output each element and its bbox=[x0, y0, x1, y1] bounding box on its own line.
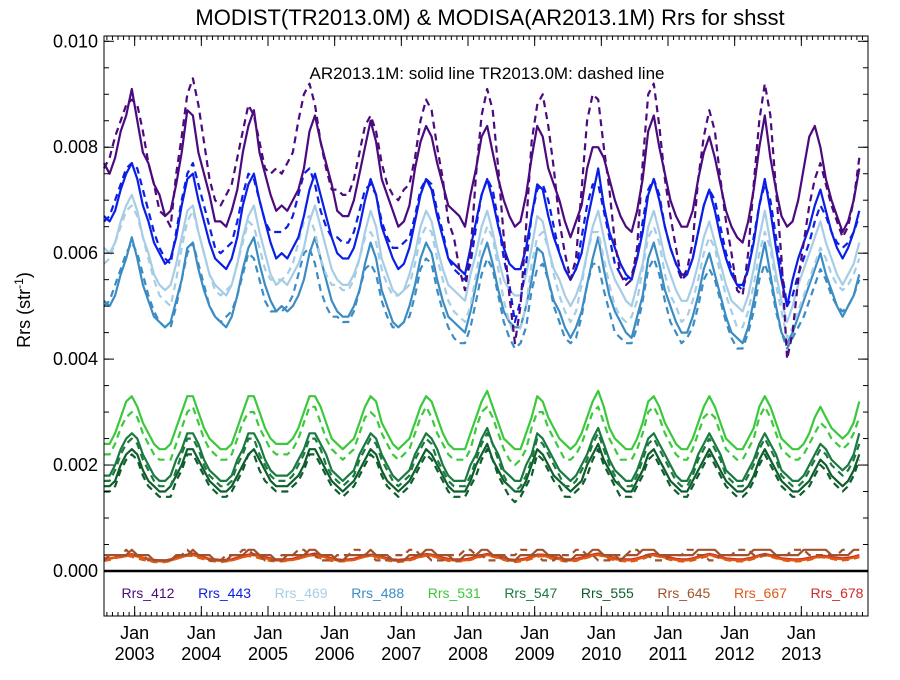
x-tick-label-month: Jan bbox=[187, 623, 216, 643]
legend: Rrs_412 Rrs_443 Rrs_469 Rrs_488 Rrs_531 Rrs_5… bbox=[122, 585, 864, 601]
x-tick-label-year: 2003 bbox=[115, 644, 155, 664]
y-tick-label: 0.000 bbox=[53, 561, 98, 581]
series-line-rrs-469-solid bbox=[103, 193, 861, 324]
y-axis: 0.000 0.002 0.004 0.006 0.008 0.010 bbox=[53, 31, 868, 581]
x-tick-label-month: Jan bbox=[787, 623, 816, 643]
x-tick-label-month: Jan bbox=[520, 623, 549, 643]
x-tick-label-month: Jan bbox=[720, 623, 749, 643]
x-tick-label-year: 2009 bbox=[515, 644, 555, 664]
y-tick-label: 0.002 bbox=[53, 455, 98, 475]
series-line-rrs-531-dashed bbox=[104, 405, 861, 467]
legend-entry-rrs-667: Rrs_667 bbox=[734, 585, 787, 601]
x-tick-label-year: 2007 bbox=[381, 644, 421, 664]
series-line-rrs-547-solid bbox=[104, 426, 861, 482]
x-tick-label-year: 2013 bbox=[781, 644, 821, 664]
x-tick-label-month: Jan bbox=[453, 623, 482, 643]
series-line-rrs-488-solid bbox=[103, 236, 861, 345]
y-axis-label-main: Rrs (str bbox=[14, 289, 34, 348]
series-line-rrs-555-solid bbox=[104, 442, 861, 493]
svg-text:Rrs (str-1): Rrs (str-1) bbox=[12, 272, 34, 348]
y-axis-label: Rrs (str-1) bbox=[12, 272, 34, 348]
series-line-rrs-488-dashed bbox=[103, 241, 861, 350]
y-tick-label: 0.006 bbox=[53, 243, 98, 263]
x-tick-label-year: 2006 bbox=[315, 644, 355, 664]
legend-entry-rrs-531: Rrs_531 bbox=[428, 585, 481, 601]
plot-frame bbox=[103, 35, 869, 617]
legend-entry-rrs-645: Rrs_645 bbox=[657, 585, 710, 601]
x-tick-label-year: 2005 bbox=[248, 644, 288, 664]
legend-entry-rrs-443: Rrs_443 bbox=[198, 585, 251, 601]
chart-title: MODIST(TR2013.0M) & MODISA(AR2013.1M) Rr… bbox=[195, 5, 784, 30]
y-axis-label-close: ) bbox=[14, 272, 34, 278]
legend-entry-rrs-678: Rrs_678 bbox=[811, 585, 864, 601]
y-tick-label: 0.004 bbox=[53, 349, 98, 369]
x-tick-label-year: 2004 bbox=[181, 644, 221, 664]
series-line-rrs-555-dashed bbox=[104, 448, 861, 504]
x-tick-label-year: 2011 bbox=[649, 644, 688, 664]
line-style-annotation: AR2013.1M: solid line TR2013.0M: dashed … bbox=[309, 64, 664, 83]
series-line-rrs-645-solid bbox=[104, 548, 860, 562]
series-line-rrs-412-solid bbox=[103, 87, 861, 244]
y-tick-label: 0.010 bbox=[53, 31, 98, 51]
legend-entry-rrs-488: Rrs_488 bbox=[351, 585, 404, 601]
x-tick-label-month: Jan bbox=[387, 623, 416, 643]
x-tick-label-year: 2012 bbox=[715, 644, 755, 664]
y-tick-label: 0.008 bbox=[53, 137, 98, 157]
legend-entry-rrs-469: Rrs_469 bbox=[275, 585, 328, 601]
x-tick-label-month: Jan bbox=[253, 623, 282, 643]
legend-entry-rrs-412: Rrs_412 bbox=[122, 585, 175, 601]
plot-lines bbox=[103, 77, 868, 573]
x-tick-label-month: Jan bbox=[120, 623, 149, 643]
series-line-rrs-547-dashed bbox=[104, 432, 861, 493]
x-tick-label-month: Jan bbox=[653, 623, 682, 643]
legend-entry-rrs-547: Rrs_547 bbox=[504, 585, 557, 601]
y-axis-label-superscript: -1 bbox=[12, 278, 26, 289]
x-tick-label-year: 2010 bbox=[581, 644, 621, 664]
x-tick-label-month: Jan bbox=[320, 623, 349, 643]
x-tick-label-month: Jan bbox=[587, 623, 616, 643]
series-line-rrs-443-solid bbox=[103, 162, 861, 308]
series-line-rrs-412-dashed bbox=[103, 77, 861, 361]
x-tick-label-year: 2008 bbox=[448, 644, 488, 664]
legend-entry-rrs-555: Rrs_555 bbox=[581, 585, 634, 601]
x-axis: Jan2003Jan2004Jan2005Jan2006Jan2007Jan20… bbox=[106, 36, 869, 664]
series-line-rrs-531-solid bbox=[104, 389, 861, 451]
